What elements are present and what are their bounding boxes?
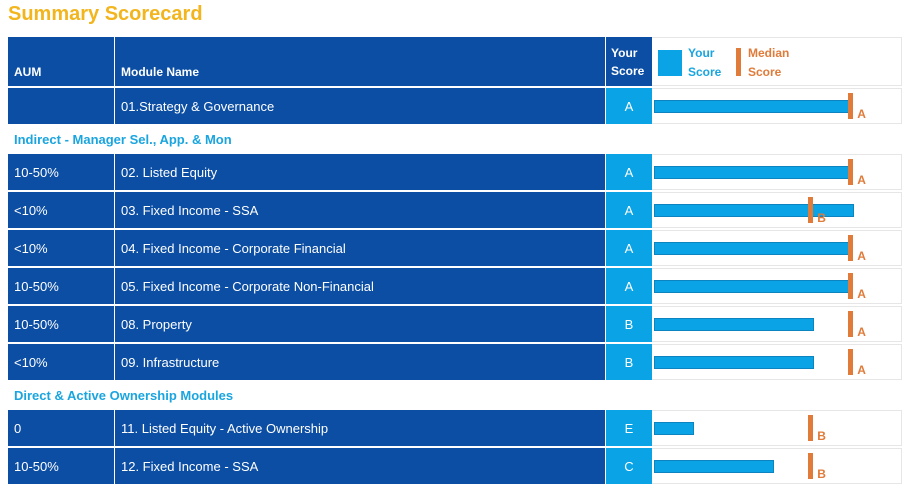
bar-cell: A xyxy=(652,88,902,124)
aum-cell: <10% xyxy=(8,344,114,380)
scorecard-table: AUM Module Name Your Score Your Score Medi… xyxy=(8,37,902,484)
module-name-header: Module Name xyxy=(114,37,605,86)
median-score-marker xyxy=(808,415,814,441)
section-heading: Direct & Active Ownership Modules xyxy=(8,380,902,410)
aum-cell xyxy=(8,88,114,124)
score-cell: E xyxy=(605,410,652,446)
bar-cell: B xyxy=(652,192,902,228)
module-name-cell: 08. Property xyxy=(114,306,605,342)
median-score-marker xyxy=(808,453,814,479)
module-name-cell: 02. Listed Equity xyxy=(114,154,605,190)
bar-cell: A xyxy=(652,344,902,380)
score-cell: A xyxy=(605,154,652,190)
your-score-bar xyxy=(654,317,814,331)
module-name-cell: 11. Listed Equity - Active Ownership xyxy=(114,410,605,446)
section-heading: Indirect - Manager Sel., App. & Mon xyxy=(8,124,902,154)
median-score-label: A xyxy=(857,325,866,339)
your-score-bar xyxy=(654,99,849,113)
median-score-label: B xyxy=(817,211,826,225)
your-score-bar xyxy=(654,421,694,435)
bar-cell: A xyxy=(652,230,902,266)
table-row: 01.Strategy & Governance A A xyxy=(8,88,902,124)
score-cell: B xyxy=(605,306,652,342)
aum-cell: 10-50% xyxy=(8,306,114,342)
bar-cell: B xyxy=(652,448,902,484)
module-name-cell: 03. Fixed Income - SSA xyxy=(114,192,605,228)
table-row: <10% 09. Infrastructure B A xyxy=(8,344,902,380)
module-name-cell: 12. Fixed Income - SSA xyxy=(114,448,605,484)
table-row: 10-50% 12. Fixed Income - SSA C B xyxy=(8,448,902,484)
median-score-marker xyxy=(848,349,854,375)
your-score-header-line2: Score xyxy=(611,63,645,78)
legend-your-line2: Score xyxy=(688,65,722,79)
aum-cell: 0 xyxy=(8,410,114,446)
legend-your-line1: Your xyxy=(688,46,715,60)
your-score-bar xyxy=(654,203,854,217)
module-name-cell: 05. Fixed Income - Corporate Non-Financi… xyxy=(114,268,605,304)
median-score-label: A xyxy=(857,287,866,301)
bar-cell: B xyxy=(652,410,902,446)
median-score-marker xyxy=(848,273,854,299)
module-name-cell: 01.Strategy & Governance xyxy=(114,88,605,124)
legend-median-swatch xyxy=(736,48,741,76)
median-score-marker xyxy=(848,93,854,119)
median-score-marker xyxy=(848,235,854,261)
table-row: 0 11. Listed Equity - Active Ownership E B xyxy=(8,410,902,446)
median-score-marker xyxy=(808,197,814,223)
chart-legend: Your Score Median Score xyxy=(652,37,902,86)
median-score-label: A xyxy=(857,173,866,187)
table-row: 10-50% 02. Listed Equity A A xyxy=(8,154,902,190)
your-score-bar xyxy=(654,355,814,369)
module-name-cell: 09. Infrastructure xyxy=(114,344,605,380)
aum-cell: <10% xyxy=(8,230,114,266)
score-cell: B xyxy=(605,344,652,380)
median-score-marker xyxy=(848,311,854,337)
score-cell: A xyxy=(605,88,652,124)
bar-cell: A xyxy=(652,154,902,190)
median-score-label: A xyxy=(857,107,866,121)
legend-median-label: Median Score xyxy=(748,44,789,82)
legend-median-line1: Median xyxy=(748,46,790,60)
table-body: 01.Strategy & Governance A A Indirect - Man… xyxy=(8,88,902,484)
your-score-header: Your Score xyxy=(605,37,652,86)
median-score-label: A xyxy=(857,249,866,263)
aum-cell: 10-50% xyxy=(8,448,114,484)
table-row: <10% 04. Fixed Income - Corporate Financi… xyxy=(8,230,902,266)
median-score-label: B xyxy=(817,467,826,481)
legend-your-score-swatch xyxy=(658,50,682,76)
legend-your-score-label: Your Score xyxy=(688,44,721,82)
table-row: 10-50% 05. Fixed Income - Corporate Non-F… xyxy=(8,268,902,304)
table-row: <10% 03. Fixed Income - SSA A B xyxy=(8,192,902,228)
median-score-label: A xyxy=(857,363,866,377)
median-score-label: B xyxy=(817,429,826,443)
aum-header: AUM xyxy=(8,37,114,86)
your-score-bar xyxy=(654,459,774,473)
score-cell: C xyxy=(605,448,652,484)
aum-cell: 10-50% xyxy=(8,268,114,304)
your-score-bar xyxy=(654,165,849,179)
legend-median-line2: Score xyxy=(748,65,782,79)
aum-cell: 10-50% xyxy=(8,154,114,190)
median-score-marker xyxy=(848,159,854,185)
score-cell: A xyxy=(605,230,652,266)
aum-cell: <10% xyxy=(8,192,114,228)
your-score-bar xyxy=(654,241,849,255)
module-name-cell: 04. Fixed Income - Corporate Financial xyxy=(114,230,605,266)
table-header: AUM Module Name Your Score Your Score Medi… xyxy=(8,37,902,86)
your-score-header-line1: Your xyxy=(611,45,638,60)
your-score-bar xyxy=(654,279,849,293)
bar-cell: A xyxy=(652,306,902,342)
table-row: 10-50% 08. Property B A xyxy=(8,306,902,342)
bar-cell: A xyxy=(652,268,902,304)
score-cell: A xyxy=(605,192,652,228)
score-cell: A xyxy=(605,268,652,304)
page-title: Summary Scorecard xyxy=(8,3,203,25)
